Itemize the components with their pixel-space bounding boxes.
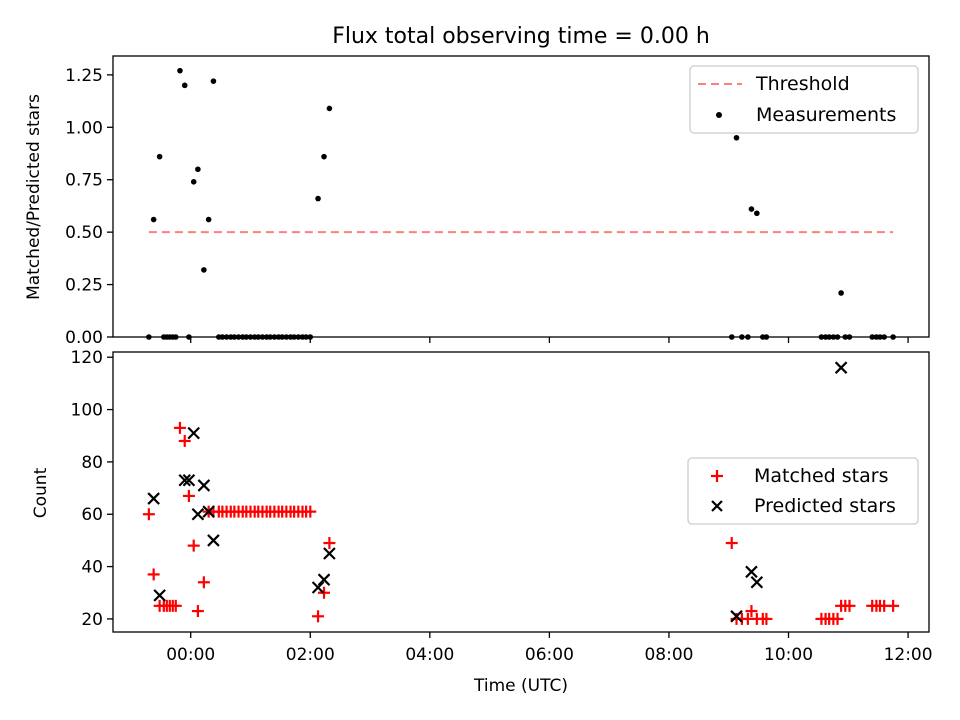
measurement-point	[326, 105, 333, 112]
top-plot-frame	[112, 55, 930, 338]
predicted-star-point	[317, 573, 331, 586]
matched-star-point	[191, 605, 204, 618]
bottom-y-axis-ticks: 20 40 60 80 100 120	[71, 348, 113, 630]
matched-star-point	[147, 568, 160, 581]
y-tick-label: 40	[81, 558, 103, 578]
matched-star-point	[725, 537, 738, 550]
bottom-panel: 20 40 60 80 100 120 00:00 02:00 04:00 06:00 08:00…	[31, 348, 933, 696]
measurement-point	[315, 195, 321, 202]
measurement-point	[150, 216, 157, 223]
bottom-y-axis-label: Count	[31, 467, 51, 518]
y-tick-label: 80	[81, 453, 103, 473]
matched-star-point	[760, 612, 773, 625]
matched-star-point	[173, 421, 186, 434]
x-tick-label: 10:00	[764, 645, 813, 665]
matched-star-point	[318, 586, 331, 599]
y-tick-label: 60	[81, 505, 103, 525]
matched-star-point	[169, 599, 182, 612]
legend-matched-label: Matched stars	[754, 465, 888, 487]
predicted-star-point	[182, 473, 196, 487]
predicted-star-point	[750, 576, 764, 589]
y-tick-label: 1.25	[65, 66, 103, 86]
x-tick-label: 06:00	[525, 645, 574, 665]
top-y-axis-label: Matched/Predicted stars	[24, 94, 44, 300]
predicted-star-point	[207, 534, 220, 547]
x-tick-label: 04:00	[405, 645, 454, 665]
y-tick-label: 0.00	[65, 328, 103, 348]
matched-star-point	[323, 537, 336, 550]
measurement-point	[181, 82, 188, 89]
top-panel: 0.00 0.25 0.50 0.75 1.00 1.25 Matched/Predict…	[24, 55, 930, 348]
predicted-star-point	[191, 507, 205, 521]
predicted-stars-series	[147, 361, 848, 623]
top-legend: Threshold Measurements	[689, 65, 919, 134]
predicted-star-point	[153, 589, 166, 602]
matched-star-point	[312, 610, 325, 623]
matched-star-point	[197, 576, 210, 589]
y-tick-label: 0.75	[65, 171, 103, 191]
matched-star-point	[187, 539, 200, 552]
matched-star-point	[887, 599, 900, 612]
x-tick-label: 02:00	[286, 645, 335, 665]
predicted-star-point	[178, 473, 192, 487]
predicted-star-point	[730, 610, 743, 623]
x-axis-label: Time (UTC)	[473, 676, 568, 696]
y-tick-label: 100	[71, 401, 103, 421]
predicted-star-point	[834, 361, 848, 374]
y-tick-label: 120	[71, 348, 103, 368]
legend-predicted-label: Predicted stars	[754, 495, 896, 517]
matched-star-point	[843, 599, 856, 612]
measurement-point	[733, 134, 740, 141]
bottom-legend: Matched stars Predicted stars	[687, 457, 919, 525]
y-tick-label: 1.00	[65, 118, 103, 138]
y-tick-label: 0.50	[65, 223, 103, 243]
matched-star-point	[831, 612, 844, 625]
matched-star-point	[182, 489, 195, 502]
measurement-point	[177, 67, 183, 74]
measurement-point	[205, 216, 212, 223]
top-y-axis-ticks: 0.00 0.25 0.50 0.75 1.00 1.25	[65, 66, 113, 348]
measurement-point	[210, 78, 217, 84]
legend-measurements-label: Measurements	[756, 104, 896, 126]
top-legend-box	[689, 65, 919, 134]
measurement-point	[838, 290, 844, 296]
matched-star-point	[178, 434, 191, 447]
predicted-star-point	[197, 479, 211, 492]
y-tick-label: 20	[81, 610, 103, 630]
measurement-point	[190, 179, 197, 185]
legend-predicted-swatch	[711, 500, 723, 512]
legend-threshold-label: Threshold	[755, 73, 850, 95]
y-tick-label: 0.25	[65, 276, 103, 296]
measurement-point	[748, 206, 755, 212]
predicted-star-point	[147, 492, 160, 505]
measurement-point	[156, 153, 163, 160]
x-tick-label: 12:00	[884, 645, 933, 665]
chart-title: Flux total observing time = 0.00 h	[332, 24, 710, 49]
matched-star-point	[142, 508, 155, 521]
predicted-star-point	[323, 547, 336, 560]
legend-measurements-swatch	[716, 112, 722, 118]
predicted-star-point	[311, 581, 325, 594]
predicted-star-point	[745, 565, 758, 579]
measurement-point	[195, 166, 201, 173]
matched-stars-series	[142, 421, 900, 625]
measurement-point	[201, 267, 207, 273]
x-tick-label: 08:00	[644, 645, 693, 665]
bottom-plot-frame	[112, 351, 930, 633]
measurement-point	[754, 210, 760, 217]
x-tick-label: 00:00	[166, 645, 215, 665]
predicted-star-point	[187, 426, 200, 440]
bottom-legend-box	[687, 457, 919, 525]
bottom-x-axis-ticks: 00:00 02:00 04:00 06:00 08:00 10:00 12:00	[166, 632, 933, 665]
measurement-point	[321, 153, 327, 160]
legend-matched-swatch	[711, 470, 723, 482]
matched-star-point	[304, 505, 317, 518]
predicted-star-point	[202, 505, 215, 518]
matched-star-point	[745, 605, 758, 618]
